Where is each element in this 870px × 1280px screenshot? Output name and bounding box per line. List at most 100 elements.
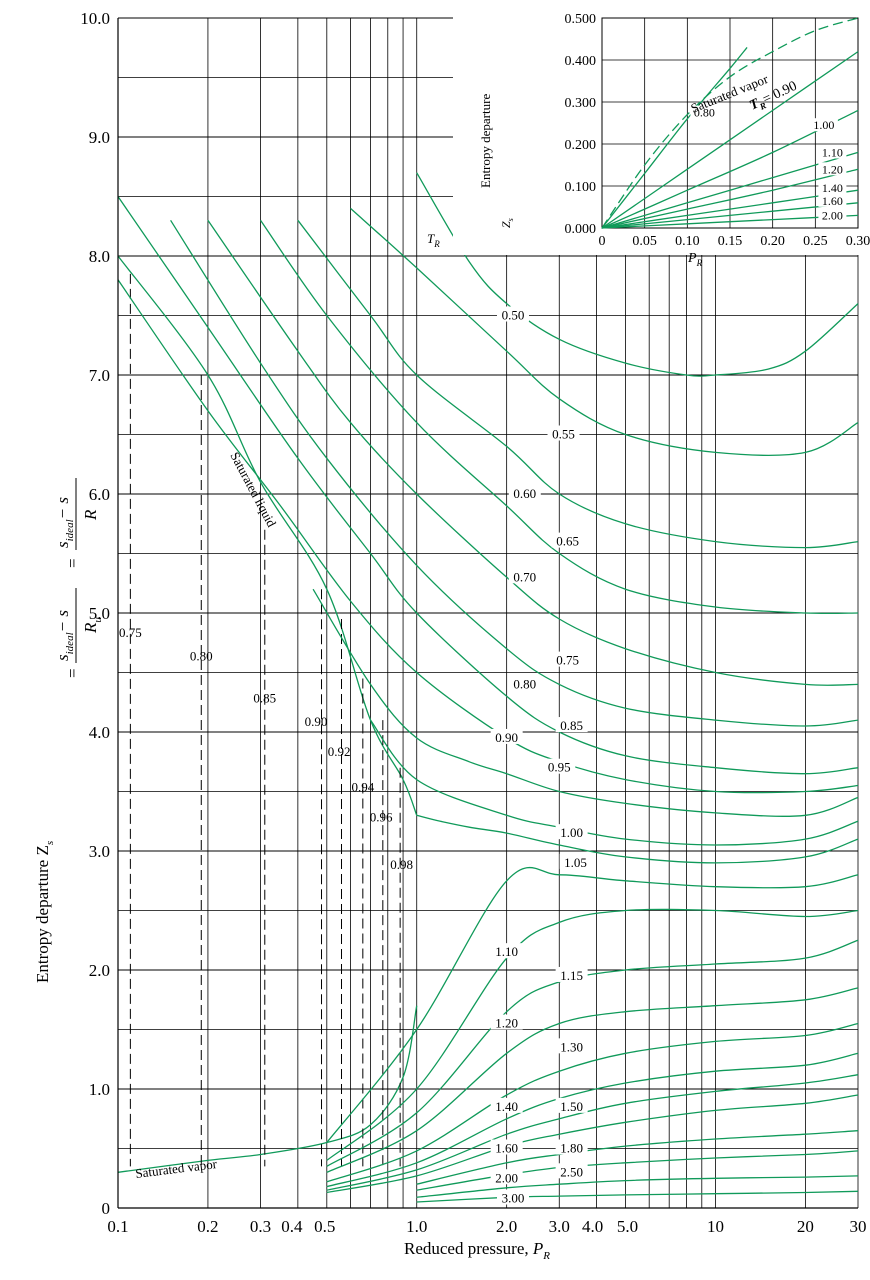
inset-label-bg [818,181,847,195]
curve-tr-1-50 [326,1074,859,1191]
svg-text:sideal− s: sideal− s [53,497,76,548]
svg-text:Entropy departure Zs: Entropy departure Zs [33,841,56,983]
main-curve-labels: 0.50 0.55 0.60 0.65 0.70 0.75 0.80 0.85 0.90 0.95… [119,306,592,1205]
curve-label-bg [508,485,541,500]
tr-label: TR [427,231,440,249]
curve-label: 1.50 [560,1099,583,1114]
x-tick-label: 3.0 [549,1217,570,1236]
inset-curve-label: 2.00 [822,209,843,223]
inset-curve-label: 1.40 [822,181,843,195]
main-axes [117,18,858,1209]
x-tick-label: 30 [850,1217,867,1236]
curve-tr-3-00 [416,1190,859,1203]
y-tick-label: 4.0 [89,723,110,742]
curve-label: 1.10 [495,944,518,959]
inset-curve-tr-1-20 [601,168,859,229]
dashed-line-label: 0.80 [190,649,213,664]
curve-label-bg [555,1097,588,1113]
y-tick-label: 6.0 [89,485,110,504]
inset-x-tick-label: 0.15 [718,234,743,249]
y-tick-label: 1.0 [89,1080,110,1099]
curve-tr-1-10 [326,908,859,1161]
curve-label: 0.70 [513,569,536,584]
x-tick-label: 20 [797,1217,814,1236]
curve-tr-0-55 [350,207,859,457]
inset-curve-label: 0.80 [694,106,715,120]
curve-tr-1-05 [326,867,859,1143]
curve-tr-1-80 [416,1130,859,1185]
svg-text:sideal− s: sideal− s [53,610,76,661]
curve-label: 0.55 [552,427,575,442]
inset-label-bg [818,193,847,207]
inset-y-tick-label: 0.300 [565,96,597,111]
curve-label-bg [490,1139,523,1155]
curve-tr-0-80 [117,196,859,775]
svg-text:R: R [81,509,100,521]
saturated-vapor-label: Saturated vapor [135,1156,219,1181]
curve-label-bg [490,1169,523,1185]
curve-label-bg [490,1014,523,1030]
curve-label-bg [508,568,541,584]
curve-tr-0-85 [117,279,859,794]
x-tick-label: 10 [707,1217,724,1236]
inset-curve-tr-0-80 [601,46,748,229]
curve-tr-1-30 [326,1022,859,1183]
curve-label: 0.95 [548,760,571,775]
inset-x-tick-label: 0.25 [803,234,828,249]
saturation-line [117,1005,418,1173]
curve-label: 1.80 [560,1141,583,1156]
main-saturation-lines [117,255,418,1173]
inset-curve-label: 1.10 [822,146,843,160]
curve-label: 0.90 [495,730,518,745]
x-tick-label: 5.0 [617,1217,638,1236]
curve-label: 1.15 [560,968,583,983]
inset-curve-label: 1.20 [822,162,843,176]
inset-label-bg [818,208,847,222]
curve-label-bg [496,1189,529,1205]
curve-label-bg [559,853,592,869]
curve-label: 0.50 [502,308,525,323]
svg-text:=: = [63,668,82,678]
inset-x-tick-label: 0.05 [632,234,657,249]
x-tick-label: 0.3 [250,1217,271,1236]
inset-x-axis-label: PR [687,251,703,268]
main-tick-labels: 0.1 0.2 0.3 0.4 0.5 1.0 2.0 3.0 4.0 5.0 10 20 30 0 1.0… [80,9,866,1236]
inset-background [453,10,868,255]
curve-tr-1-60 [326,1094,859,1194]
saturated-liquid-label: Saturated liquid [227,449,279,529]
x-tick-label: 4.0 [582,1217,603,1236]
curve-label-bg [555,966,588,982]
curve-label: 1.60 [495,1141,518,1156]
curve-label-bg [543,758,576,774]
curve-label-bg [555,1038,588,1054]
curve-label: 1.00 [560,825,583,840]
curve-tr-1-40 [326,1052,859,1188]
curve-tr-0-75 [170,219,859,727]
curve-label: 1.30 [560,1039,583,1054]
inset-curve-tr-0-90 [601,51,859,229]
x-tick-label: 0.4 [281,1217,303,1236]
dashed-line-label: 0.94 [351,780,374,795]
inset-x-tick-label: 0.10 [675,234,700,249]
curve-tr-2-50 [416,1175,859,1198]
curve-label: 2.00 [495,1170,518,1185]
inset-y-tick-label: 0.500 [565,12,597,27]
inset-label-bg [690,105,719,119]
inset-curve-labels: 0.80 1.00 1.10 1.20 1.401.602.00 [690,105,847,223]
inset-frame [601,17,859,229]
dashed-line-label: 0.92 [328,744,351,759]
y-axis-label: Entropy departure Zs = sideal− s Ru = si… [33,478,104,983]
curve-label-bg [551,651,584,667]
x-tick-label: 2.0 [496,1217,517,1236]
curve-tr-1-15 [326,939,859,1167]
inset-y-axis-label: Entropy departure Zs [478,94,515,228]
curve-label: 1.20 [495,1016,518,1031]
curve-label: 3.00 [502,1190,525,1205]
y-tick-label: 9.0 [89,128,110,147]
curve-label-bg [555,1163,588,1179]
saturation-line [117,255,418,816]
y-tick-label: 0 [102,1199,111,1218]
inset-y-tick-label: 0.000 [565,222,597,237]
curve-label: 1.40 [495,1099,518,1114]
